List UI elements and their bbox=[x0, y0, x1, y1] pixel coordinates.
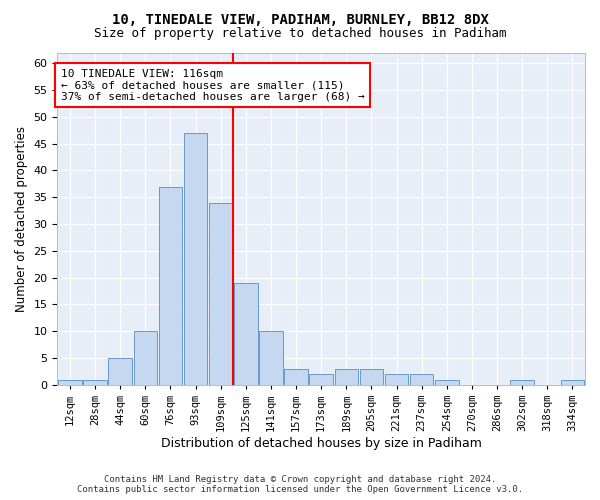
Bar bbox=[284, 369, 308, 385]
Y-axis label: Number of detached properties: Number of detached properties bbox=[15, 126, 28, 312]
Bar bbox=[158, 186, 182, 385]
Bar bbox=[385, 374, 409, 385]
Bar bbox=[58, 380, 82, 385]
Bar bbox=[335, 369, 358, 385]
Bar bbox=[83, 380, 107, 385]
Bar bbox=[560, 380, 584, 385]
Bar bbox=[435, 380, 458, 385]
Bar bbox=[134, 332, 157, 385]
Bar bbox=[310, 374, 333, 385]
Bar bbox=[109, 358, 132, 385]
Bar bbox=[184, 133, 208, 385]
Text: Size of property relative to detached houses in Padiham: Size of property relative to detached ho… bbox=[94, 28, 506, 40]
Bar bbox=[259, 332, 283, 385]
Bar bbox=[209, 202, 232, 385]
Bar bbox=[410, 374, 433, 385]
Text: Contains HM Land Registry data © Crown copyright and database right 2024.
Contai: Contains HM Land Registry data © Crown c… bbox=[77, 474, 523, 494]
Bar bbox=[511, 380, 534, 385]
Text: 10, TINEDALE VIEW, PADIHAM, BURNLEY, BB12 8DX: 10, TINEDALE VIEW, PADIHAM, BURNLEY, BB1… bbox=[112, 12, 488, 26]
Text: 10 TINEDALE VIEW: 116sqm
← 63% of detached houses are smaller (115)
37% of semi-: 10 TINEDALE VIEW: 116sqm ← 63% of detach… bbox=[61, 68, 364, 102]
Bar bbox=[234, 283, 257, 385]
X-axis label: Distribution of detached houses by size in Padiham: Distribution of detached houses by size … bbox=[161, 437, 482, 450]
Bar bbox=[359, 369, 383, 385]
